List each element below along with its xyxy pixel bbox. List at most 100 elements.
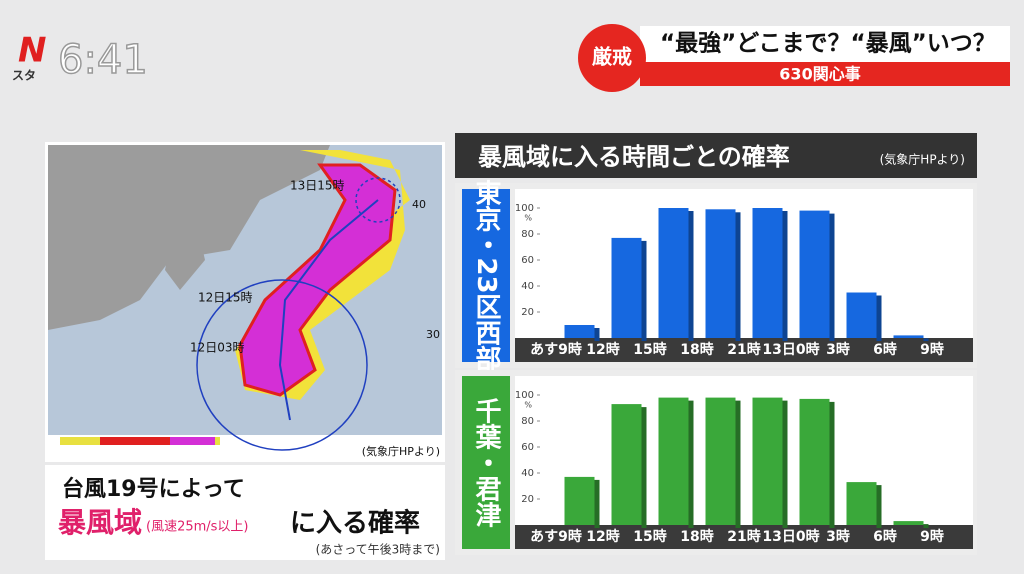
bar [658,208,689,338]
forecast-circle [355,177,401,223]
bar [846,292,877,338]
logo-sub: スタ [12,69,36,83]
bar-side [829,401,835,528]
location-box [462,376,510,549]
bar [564,325,595,338]
y-tick-label: 80 [521,229,534,240]
bar-side [594,328,600,341]
y-tick-label: 40 [521,281,534,292]
x-tick-label: 3時 [826,528,850,545]
charts-title-bar [455,133,977,178]
x-tick-label: 18時 [680,341,713,358]
y-unit: % [524,401,532,410]
bar-side [876,485,882,528]
badge: 厳戒 [592,45,632,69]
corner-bar [640,62,1010,86]
caption-box [45,465,445,560]
x-tick-label: 18時 [680,528,713,545]
bar-side [829,213,835,341]
caption-highlight: 暴風域 [58,506,142,539]
map-land [165,215,205,290]
bar-side [876,295,882,341]
bar [705,209,736,338]
x-tick-label: 9時 [920,341,944,358]
map-source: (気象庁HPより) [362,444,440,458]
charts-title: 暴風域に入る時間ごとの確率 [478,143,790,171]
lat-label: 40 [412,198,426,211]
bar [611,237,642,338]
map-legend [100,437,170,445]
bar [893,521,924,525]
bar [752,397,783,525]
x-tick-label: 12時 [586,341,619,358]
bar [705,397,736,525]
bar-side [782,211,788,341]
x-tick-label: 21時 [727,528,760,545]
y-tick-label: 20 [521,307,534,318]
bar-side [782,400,788,528]
y-tick-label: 80 [521,416,534,427]
location-box [462,189,510,362]
floor-strip [515,525,973,549]
charts-source: (気象庁HPより) [880,152,965,167]
x-tick-label: 6時 [873,528,897,545]
clock: 6:41 [58,37,148,83]
x-tick-label: 3時 [826,341,850,358]
caption-line: 台風19号によって [62,476,245,502]
bar [564,476,595,525]
bar [846,482,877,525]
bar-side [688,400,694,528]
x-tick-label: あす9時 [530,341,582,358]
location-label: 千葉・君津 [471,397,502,527]
map-label: 12日15時 [198,291,253,305]
track [278,199,379,421]
plot-area [515,189,973,338]
forecast-circle [196,279,368,451]
bar-side [735,400,741,528]
y-tick-label: 100 [515,390,534,401]
x-tick-label: 15時 [633,341,666,358]
bar [658,397,689,525]
lat-label: 30 [426,328,440,341]
location-label: 東京・23区西部 [471,179,501,371]
caption-line: に入る確率 [290,508,420,539]
x-tick-label: 13日0時 [762,528,819,545]
caption-footnote: (あさって午後3時まで) [316,543,440,557]
x-tick-label: 9時 [920,528,944,545]
y-tick-label: 100 [515,203,534,214]
y-unit: % [524,214,532,223]
headline-box [640,26,1010,62]
corner-title: 630関心事 [779,65,860,84]
map-label: 12日03時 [190,341,245,355]
logo: N [18,31,46,71]
storm-core [238,163,397,397]
bar-side [735,212,741,341]
x-tick-label: 12時 [586,528,619,545]
y-tick-label: 60 [521,442,534,453]
x-tick-label: 6時 [873,341,897,358]
bar-side [641,407,647,528]
badge-circle [578,24,646,92]
bar-side [641,240,647,341]
caption-note: (風速25m/s以上) [146,520,249,535]
y-tick-label: 40 [521,468,534,479]
headline: “最強”どこまで？“暴風”いつ？ [660,31,996,57]
y-tick-label: 60 [521,255,534,266]
bar-side [688,211,694,341]
x-tick-label: あす9時 [530,528,582,545]
bar-side [594,479,600,528]
map-label: 13日15時 [290,179,345,193]
x-tick-label: 21時 [727,341,760,358]
x-tick-label: 13日0時 [762,341,819,358]
bar [893,335,924,338]
bar [799,210,830,338]
map-legend [170,437,215,445]
bar [752,208,783,338]
floor-strip [515,338,973,362]
bar [799,398,830,525]
bar [611,404,642,525]
x-tick-label: 15時 [633,528,666,545]
bar-side [923,524,929,528]
y-tick-label: 20 [521,494,534,505]
